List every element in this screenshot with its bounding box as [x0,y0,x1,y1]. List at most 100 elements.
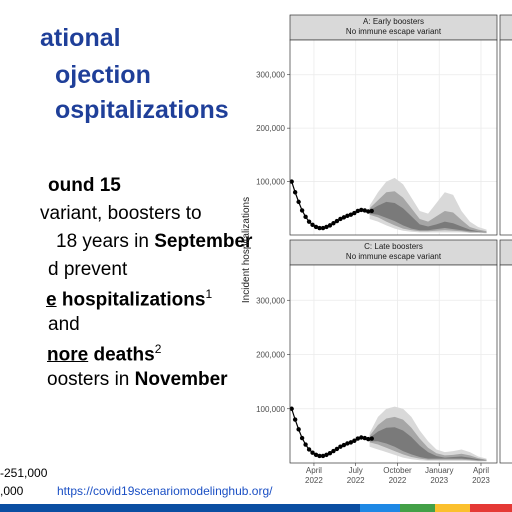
text: November [134,369,228,390]
panel-border [289,264,498,464]
text: 18 years in [56,231,155,252]
point [299,435,305,441]
y-axis-label: Incident hospitalizations [241,197,252,303]
text: nore [47,344,89,366]
y-tick-label: 300,000 [256,296,285,305]
text: deaths [88,344,155,366]
point [296,427,301,432]
text: September [154,231,253,252]
panel-title: A: Early boosters [363,17,424,26]
plot-area [290,406,487,462]
x-tick-label: April 2023 [472,466,490,485]
text: ound 15 [48,175,121,196]
footnote: -251,000 [0,466,48,480]
x-tick-label: July 2022 [347,466,365,485]
point [348,440,354,445]
x-tick-label: January 2023 [425,466,453,485]
point [313,452,319,458]
point [331,448,336,454]
point [292,417,298,422]
y-tick-label: 100,000 [256,405,285,414]
body-line: ound 15 [48,175,121,197]
point [362,435,367,441]
point [341,215,347,220]
body-line: oosters in November [47,369,228,391]
panel-title: C: Late boosters [364,242,423,251]
point [292,190,298,195]
point [338,216,343,222]
point [355,208,360,214]
point [334,218,340,224]
panel [499,264,512,464]
point [324,224,329,230]
text: variant, boosters to [40,203,202,224]
point [334,446,340,452]
panel [499,39,512,236]
point [313,224,319,230]
footer-bar [400,504,435,512]
footnote-ref: 2 [154,342,162,356]
footnote-ref: 1 [205,287,213,301]
panel-subtitle: No immune escape variant [346,252,442,261]
point [338,444,343,449]
panel-subtitle: No immune escape variant [346,27,442,36]
body-line: and [48,314,80,336]
point [310,222,315,228]
panel-strip [499,14,512,41]
point [345,213,350,218]
point [352,210,357,216]
point [320,225,326,231]
point [369,436,374,441]
point [317,453,322,459]
band [369,201,487,233]
point [341,442,347,448]
point [327,223,333,228]
point [306,219,312,224]
link[interactable]: https://covid19scenariomodelinghub.org/ [57,484,273,498]
title-line: ospitalizations [55,96,229,124]
point [299,208,305,213]
footer-bar [0,504,360,512]
text: e [46,289,57,311]
point [310,450,315,455]
point [303,214,308,220]
band [369,416,487,461]
text: oosters in [47,369,135,390]
footer-bar [435,504,470,512]
point [317,225,322,231]
body-line: d prevent [48,259,127,281]
point [303,442,308,447]
x-tick-label: October 2022 [383,466,412,485]
point [359,207,364,213]
point [369,208,374,214]
point [290,406,294,411]
text: d prevent [48,259,128,280]
footer-bar [470,504,512,512]
title-line: ational [40,24,121,52]
x-tick-label: April 2022 [305,466,323,485]
point [331,221,336,226]
footer-bar [360,504,400,512]
point [352,438,357,443]
title-line: ojection [55,61,151,89]
body-line: 18 years in September [56,231,252,253]
panel-strip [499,239,512,266]
point [366,209,371,214]
point [324,452,329,458]
y-tick-label: 100,000 [256,178,285,187]
point [320,453,326,459]
point [366,436,371,442]
point [306,447,312,452]
panel-border [289,39,498,236]
y-tick-label: 300,000 [256,71,285,80]
point [362,208,367,213]
point [327,451,333,456]
plot-area [290,177,487,234]
footnote: ,000 [0,484,24,498]
point [296,199,301,205]
point [359,435,364,440]
point [355,436,360,441]
text: and [48,314,80,335]
y-tick-label: 200,000 [256,124,285,133]
